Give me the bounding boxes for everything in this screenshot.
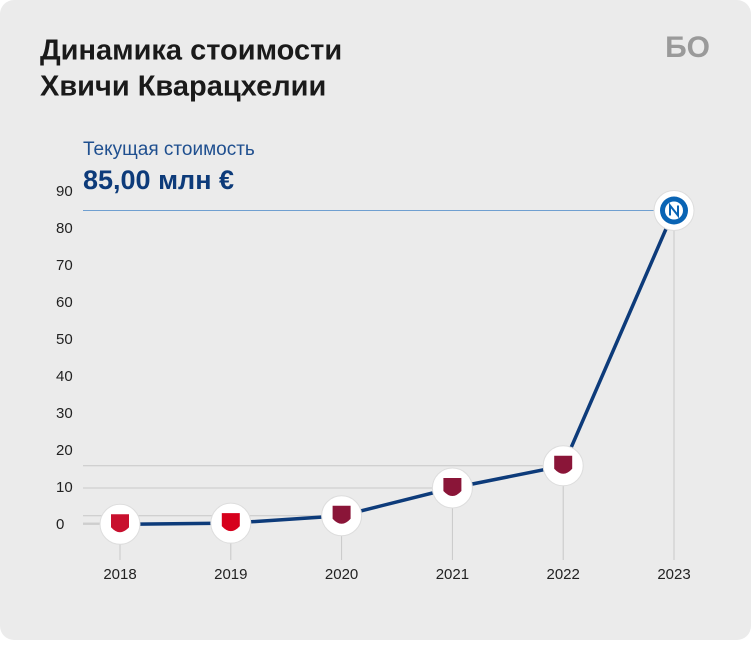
x-tick-label: 2020 — [325, 566, 358, 583]
x-tick-label: 2018 — [103, 566, 136, 583]
y-tick-label: 50 — [56, 331, 73, 348]
y-tick-label: 70 — [56, 257, 73, 274]
y-tick-label: 90 — [56, 183, 73, 200]
y-tick-label: 60 — [56, 294, 73, 311]
y-tick-label: 20 — [56, 442, 73, 459]
chart-title: Динамика стоимости — [40, 35, 342, 67]
club-icon — [443, 478, 462, 496]
y-tick-label: 80 — [56, 220, 73, 237]
brand-logo: БО — [665, 31, 710, 64]
club-icon — [669, 202, 679, 219]
y-tick-label: 30 — [56, 405, 73, 422]
y-tick-label: 10 — [56, 479, 73, 496]
annotation-label: Текущая стоимость — [83, 139, 255, 160]
x-tick-label: 2023 — [657, 566, 690, 583]
y-tick-label: 0 — [56, 516, 64, 533]
chart-title: Хвичи Кварацхелии — [40, 71, 326, 103]
club-icon — [332, 505, 351, 524]
club-icon — [554, 455, 573, 474]
club-icon — [221, 513, 240, 532]
annotation-value: 85,00 млн € — [83, 165, 234, 195]
club-icon — [111, 514, 129, 533]
x-tick-label: 2021 — [436, 566, 469, 583]
x-tick-label: 2022 — [547, 566, 580, 583]
y-tick-label: 40 — [56, 368, 73, 385]
x-tick-label: 2019 — [214, 566, 247, 583]
